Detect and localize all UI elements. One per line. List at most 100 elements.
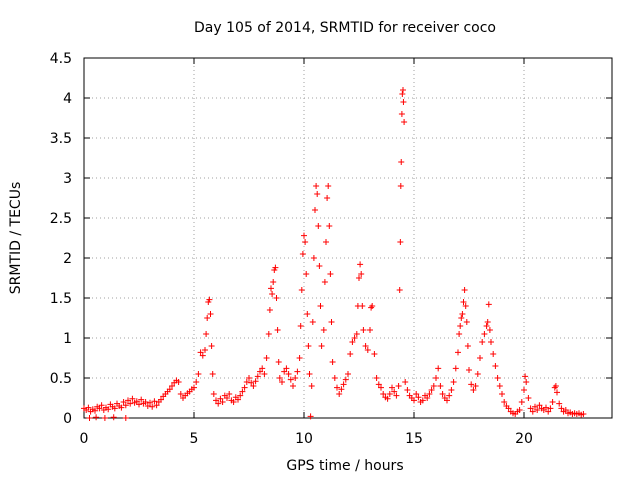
data-point xyxy=(435,365,442,372)
data-point xyxy=(411,397,417,404)
data-point xyxy=(496,383,503,389)
x-tick-label: 20 xyxy=(515,431,533,447)
data-point xyxy=(492,363,499,369)
data-point xyxy=(325,183,332,189)
data-point xyxy=(516,407,523,413)
data-point xyxy=(334,384,340,391)
data-point xyxy=(474,371,481,377)
data-point xyxy=(456,331,463,337)
data-point xyxy=(446,392,453,399)
data-point xyxy=(424,395,431,401)
data-point xyxy=(206,296,213,303)
data-point xyxy=(391,388,398,395)
data-point xyxy=(241,384,248,391)
data-point xyxy=(191,384,197,391)
data-point xyxy=(562,407,569,413)
data-point xyxy=(347,351,354,357)
data-point xyxy=(345,371,351,377)
data-point xyxy=(281,368,288,375)
data-point xyxy=(313,183,320,189)
data-point xyxy=(462,303,469,309)
series-srmtid xyxy=(81,87,587,421)
data-point xyxy=(380,391,387,397)
data-point xyxy=(375,381,382,388)
data-point xyxy=(209,371,216,377)
data-point xyxy=(266,307,273,313)
data-point xyxy=(399,91,406,97)
data-point xyxy=(448,387,455,393)
data-point xyxy=(110,414,117,421)
data-point xyxy=(324,195,331,201)
chart-title: Day 105 of 2014, SRMTID for receiver coc… xyxy=(194,20,496,36)
data-point xyxy=(118,404,125,411)
data-point xyxy=(199,352,206,359)
data-point xyxy=(301,232,307,239)
data-point xyxy=(265,331,272,337)
data-point xyxy=(373,375,380,381)
data-point xyxy=(532,403,538,410)
data-point xyxy=(404,387,411,393)
data-point xyxy=(101,415,108,421)
data-point xyxy=(488,339,494,345)
y-tick-label: 2.5 xyxy=(50,211,72,227)
data-point xyxy=(499,391,505,397)
x-axis-label: GPS time / hours xyxy=(286,458,403,474)
data-point xyxy=(534,407,541,413)
data-point xyxy=(464,343,471,349)
data-point xyxy=(481,331,488,337)
data-point xyxy=(175,379,182,385)
data-point xyxy=(303,271,310,277)
data-point xyxy=(393,392,400,399)
data-point xyxy=(204,315,211,321)
data-point xyxy=(111,405,118,412)
x-ticks: 0 5 10 15 20 xyxy=(80,58,533,447)
data-point xyxy=(358,271,365,277)
data-point xyxy=(430,383,437,389)
data-point xyxy=(400,87,406,93)
data-point xyxy=(308,383,315,389)
data-point xyxy=(490,351,497,357)
data-point xyxy=(318,343,325,349)
data-point xyxy=(485,301,492,308)
data-point xyxy=(338,386,345,393)
data-point xyxy=(320,327,327,333)
data-point xyxy=(296,355,303,361)
data-point xyxy=(86,415,93,421)
data-point xyxy=(472,383,479,389)
data-point xyxy=(426,391,433,397)
data-point xyxy=(144,403,151,409)
data-point xyxy=(525,395,532,401)
data-point xyxy=(309,319,316,325)
data-point xyxy=(367,327,373,333)
data-point xyxy=(96,405,103,412)
data-point xyxy=(336,391,343,397)
data-point xyxy=(460,299,467,305)
data-point xyxy=(529,408,536,415)
data-point xyxy=(545,408,552,415)
data-point xyxy=(120,399,127,405)
data-point xyxy=(275,359,282,365)
data-point xyxy=(122,402,129,409)
data-point xyxy=(250,383,257,389)
data-point xyxy=(400,99,407,105)
data-point xyxy=(419,397,426,404)
data-point xyxy=(479,339,486,345)
data-point xyxy=(395,383,402,389)
x-tick-label: 0 xyxy=(80,431,89,447)
data-point xyxy=(450,379,457,385)
data-point xyxy=(122,415,129,421)
data-point xyxy=(328,319,335,325)
data-point xyxy=(248,379,255,386)
data-point xyxy=(536,402,543,409)
data-point xyxy=(455,349,461,356)
plot-frame xyxy=(83,57,613,419)
data-point xyxy=(259,365,266,372)
data-point xyxy=(298,287,305,293)
y-ticks: 0 0.5 1 1.5 2 2.5 3 3.5 4 4.5 xyxy=(50,51,612,427)
data-point xyxy=(521,387,527,393)
data-point xyxy=(276,375,283,381)
y-tick-label: 3.5 xyxy=(50,131,72,147)
data-point xyxy=(312,207,318,213)
data-point xyxy=(523,379,530,385)
data-point xyxy=(316,263,323,269)
